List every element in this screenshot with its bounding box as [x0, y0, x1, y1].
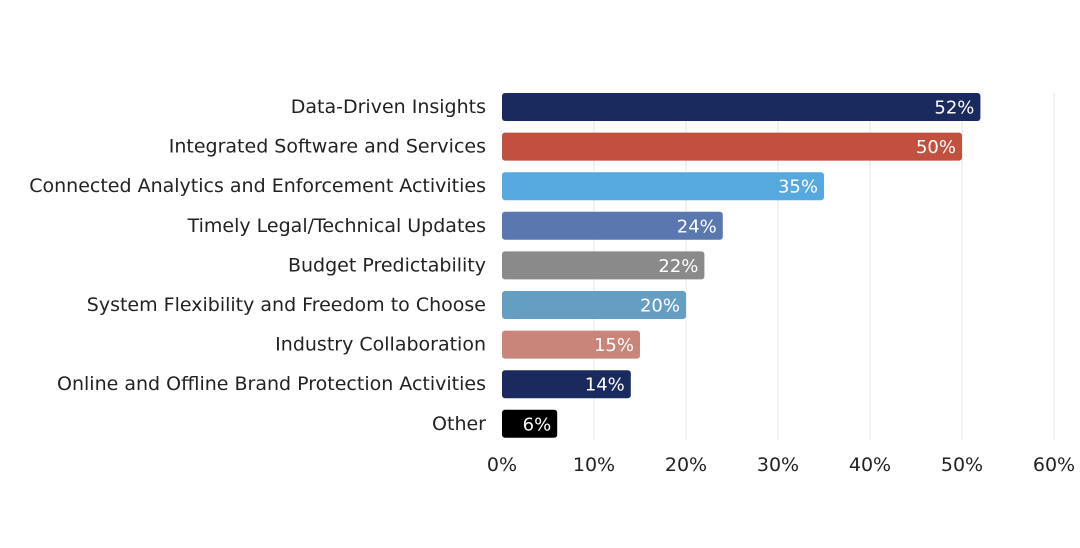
value-label: 35%	[778, 177, 818, 198]
bars	[502, 93, 981, 438]
bar	[502, 330, 640, 359]
category-label: Connected Analytics and Enforcement Acti…	[29, 175, 486, 197]
bar	[502, 370, 631, 399]
bar	[502, 132, 962, 161]
x-tick-label: 10%	[573, 454, 615, 476]
category-label: Integrated Software and Services	[169, 136, 486, 158]
bar	[502, 93, 981, 121]
bar	[502, 211, 723, 240]
bar	[502, 409, 558, 438]
value-label: 22%	[658, 256, 698, 277]
bar	[502, 172, 824, 201]
x-axis-ticks: 0% 10% 20% 30% 40% 50% 60%	[487, 454, 1075, 476]
value-label: 6%	[523, 414, 552, 435]
x-tick-label: 30%	[757, 454, 799, 476]
x-tick-label: 50%	[941, 454, 983, 476]
value-label: 15%	[594, 335, 634, 356]
category-label: Timely Legal/Technical Updates	[187, 215, 486, 237]
category-label: Online and Offline Brand Protection Acti…	[57, 373, 486, 395]
value-label: 50%	[916, 137, 956, 158]
x-tick-label: 20%	[665, 454, 707, 476]
x-tick-label: 40%	[849, 454, 891, 476]
bar	[502, 251, 705, 280]
value-label: 14%	[585, 375, 625, 396]
x-tick-label: 60%	[1033, 454, 1075, 476]
value-label: 52%	[934, 98, 974, 119]
value-label: 24%	[677, 216, 717, 237]
category-labels: Data-Driven Insights Integrated Software …	[29, 96, 486, 435]
category-label: Budget Predictability	[288, 254, 486, 276]
bar	[502, 291, 686, 319]
category-label: Other	[432, 413, 486, 435]
category-label: System Flexibility and Freedom to Choose	[87, 294, 486, 316]
category-label: Industry Collaboration	[275, 334, 486, 356]
category-label: Data-Driven Insights	[291, 96, 486, 118]
value-label: 20%	[640, 296, 680, 317]
x-tick-label: 0%	[487, 454, 517, 476]
value-labels: 52% 50% 35% 24% 22% 20% 15% 14% 6%	[523, 98, 975, 436]
